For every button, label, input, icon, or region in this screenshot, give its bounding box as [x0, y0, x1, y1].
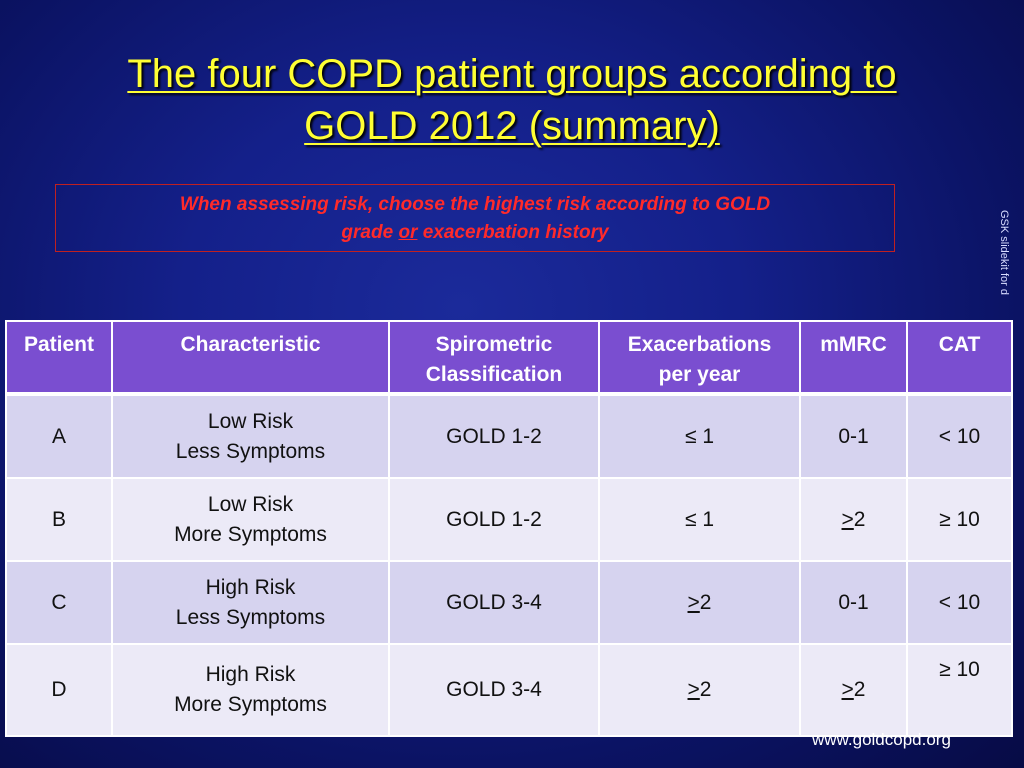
- risk-note-grade: grade: [341, 222, 399, 243]
- risk-note-exacerbation: exacerbation history: [417, 222, 609, 243]
- cell-symptoms: Less Symptoms: [175, 605, 326, 629]
- cell-symptoms: Less Symptoms: [175, 439, 326, 463]
- table-row: C High Risk Less Symptoms GOLD 3-4 >2 0-…: [5, 560, 1013, 645]
- header-exacerbations-line-1: Exacerbations: [627, 333, 772, 356]
- cell-characteristic: High Risk More Symptoms: [111, 643, 390, 737]
- header-spirometric-line-1: Spirometric: [435, 333, 553, 356]
- cell-cat: ≥ 10: [906, 477, 1013, 562]
- cell-mmrc: >2: [799, 477, 908, 562]
- header-mmrc: mMRC: [799, 320, 908, 396]
- cell-exacerbations: ≤ 1: [598, 393, 801, 479]
- header-spirometric: Spirometric Classification: [388, 320, 600, 396]
- table-row: A Low Risk Less Symptoms GOLD 1-2 ≤ 1 0-…: [5, 393, 1013, 479]
- cell-mmrc-symbol: >: [841, 678, 854, 701]
- cell-symptoms: More Symptoms: [174, 693, 327, 716]
- cell-exacerbations-symbol: ≤: [684, 507, 697, 531]
- header-patient: Patient: [5, 320, 113, 396]
- cell-characteristic: Low Risk More Symptoms: [111, 477, 390, 562]
- cell-mmrc: >2: [799, 643, 908, 737]
- cell-patient: A: [5, 393, 113, 479]
- cell-patient: C: [5, 560, 113, 645]
- risk-note-box: When assessing risk, choose the highest …: [55, 184, 895, 252]
- cell-exacerbations-value: 2: [699, 590, 712, 614]
- cell-exacerbations: >2: [598, 643, 801, 737]
- cell-mmrc: 0-1: [799, 560, 908, 645]
- cell-patient: B: [5, 477, 113, 562]
- header-exacerbations-line-2: per year: [658, 363, 741, 386]
- cell-cat: ≥ 10: [906, 643, 1013, 737]
- cell-exacerbations: >2: [598, 560, 801, 645]
- footer-url: www.goldcopd.org: [812, 730, 951, 749]
- cell-mmrc: 0-1: [799, 393, 908, 479]
- cell-risk: Low Risk: [207, 409, 294, 433]
- cell-characteristic: Low Risk Less Symptoms: [111, 393, 390, 479]
- side-credit-text: GSK slidekit for d: [998, 210, 1010, 295]
- slide-title-line-2: GOLD 2012 (summary): [304, 104, 720, 148]
- cell-exacerbations-value: 2: [699, 678, 712, 701]
- header-characteristic: Characteristic: [111, 320, 390, 396]
- copd-groups-table: Patient Characteristic Spirometric Class…: [5, 320, 1013, 737]
- table-row: D High Risk More Symptoms GOLD 3-4 >2 >2…: [5, 643, 1013, 737]
- table-header-row: Patient Characteristic Spirometric Class…: [5, 320, 1013, 396]
- cell-mmrc-symbol: >: [841, 507, 854, 531]
- risk-note-line-1: When assessing risk, choose the highest …: [179, 194, 771, 215]
- cell-patient: D: [5, 643, 113, 737]
- cell-spirometric: GOLD 3-4: [388, 643, 600, 737]
- cell-spirometric: GOLD 1-2: [388, 477, 600, 562]
- cell-spirometric: GOLD 3-4: [388, 560, 600, 645]
- header-spirometric-line-2: Classification: [425, 363, 563, 386]
- cell-symptoms: More Symptoms: [174, 522, 327, 546]
- table-row: B Low Risk More Symptoms GOLD 1-2 ≤ 1 >2…: [5, 477, 1013, 562]
- cell-exacerbations-symbol: >: [687, 590, 700, 614]
- slide-title-line-1: The four COPD patient groups according t…: [127, 52, 897, 96]
- cell-risk: High Risk: [205, 663, 296, 686]
- cell-exacerbations: ≤ 1: [598, 477, 801, 562]
- cell-exacerbations-value: 1: [702, 507, 715, 531]
- cell-risk: Low Risk: [207, 492, 294, 516]
- cell-cat: < 10: [906, 560, 1013, 645]
- header-cat: CAT: [906, 320, 1013, 396]
- cell-mmrc-value: 2: [853, 507, 866, 531]
- cell-exacerbations-symbol: >: [687, 678, 700, 701]
- cell-exacerbations-value: 1: [702, 424, 715, 448]
- risk-note-or: or: [398, 222, 418, 243]
- header-exacerbations: Exacerbations per year: [598, 320, 801, 396]
- cell-spirometric: GOLD 1-2: [388, 393, 600, 479]
- cell-exacerbations-symbol: ≤: [684, 424, 697, 448]
- cell-characteristic: High Risk Less Symptoms: [111, 560, 390, 645]
- cell-mmrc-value: 2: [853, 678, 866, 701]
- slide-title: The four COPD patient groups according t…: [40, 48, 984, 152]
- cell-cat: < 10: [906, 393, 1013, 479]
- cell-risk: High Risk: [205, 575, 296, 599]
